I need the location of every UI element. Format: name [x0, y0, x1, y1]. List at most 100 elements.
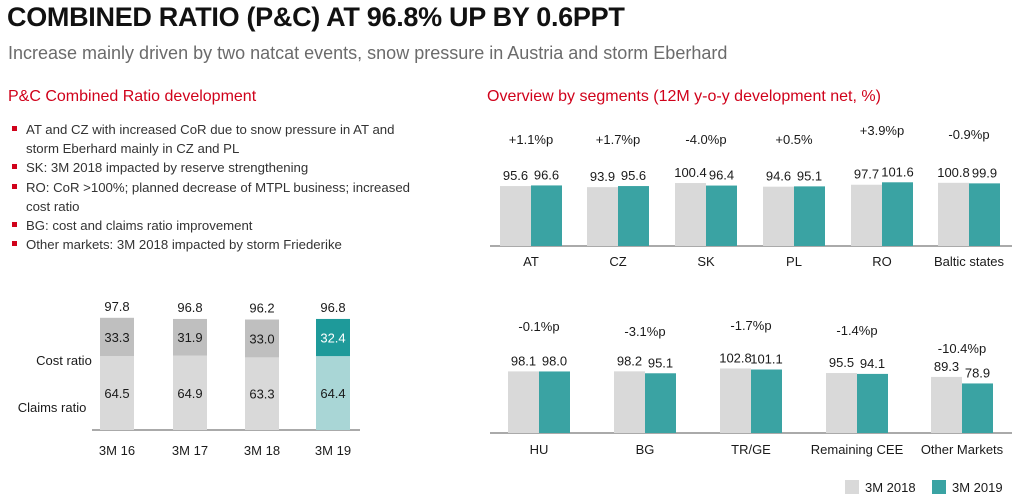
bottom-chart-change-label: -10.4%p: [938, 341, 986, 356]
bottom-chart-bar-3m2019: [751, 369, 782, 433]
page-subtitle: Increase mainly driven by two natcat eve…: [8, 43, 728, 63]
bottom-chart-bar-3m2018: [720, 368, 751, 433]
bottom-chart-bar-3m2019: [962, 383, 993, 433]
top-chart-bar-3m2018: [587, 187, 618, 246]
bottom-chart-change-label: -1.7%p: [730, 318, 771, 333]
bottom-chart-value-label: 94.1: [860, 356, 885, 371]
claims-ratio-label: 64.5: [104, 386, 129, 401]
top-chart-value-label: 97.7: [854, 167, 879, 182]
bottom-chart-category-label: Other Markets: [921, 442, 1004, 457]
bottom-chart-change-label: -0.1%p: [518, 319, 559, 334]
total-ratio-label: 96.8: [320, 300, 345, 315]
bottom-chart-bar-3m2018: [931, 376, 962, 433]
top-chart-value-label: 94.6: [766, 169, 791, 184]
cost-ratio-bar: [173, 318, 207, 356]
bottom-chart-category-label: TR/GE: [731, 442, 771, 457]
bottom-chart-category-label: HU: [530, 442, 549, 457]
claims-ratio-bar: [173, 355, 207, 430]
top-chart-change-label: +3.9%p: [860, 123, 904, 138]
top-chart-value-label: 95.6: [621, 168, 646, 183]
total-ratio-label: 97.8: [104, 299, 129, 314]
cost-ratio-label: 32.4: [320, 331, 345, 346]
bullet-square-icon: [12, 126, 17, 131]
top-chart-value-label: 101.6: [881, 164, 914, 179]
cost-ratio-label: 33.0: [249, 331, 274, 346]
legend-swatch-3m2018: [845, 480, 859, 494]
top-chart-bar-3m2019: [531, 185, 562, 246]
bottom-chart-change-label: -3.1%p: [624, 324, 665, 339]
bullet-square-icon: [12, 164, 17, 170]
top-chart-value-label: 100.8: [937, 165, 970, 180]
bottom-chart-value-label: 98.0: [542, 353, 567, 368]
top-chart-category-label: CZ: [609, 254, 626, 269]
cost-ratio-label: 33.3: [104, 330, 129, 345]
top-chart-value-label: 93.9: [590, 169, 615, 184]
bullet-item: Other markets: 3M 2018 impacted by storm…: [10, 235, 430, 254]
bullet-item: AT and CZ with increased CoR due to snow…: [10, 120, 430, 158]
cost-ratio-bar: [245, 319, 279, 358]
top-chart-change-label: +1.1%p: [509, 132, 553, 147]
bottom-chart-value-label: 98.2: [617, 353, 642, 368]
bullet-text: SK: 3M 2018 impacted by reserve strength…: [26, 160, 309, 176]
bullet-square-icon: [12, 183, 17, 189]
bottom-chart-value-label: 89.3: [934, 359, 959, 374]
top-chart-value-label: 95.1: [797, 168, 822, 183]
top-chart-category-label: SK: [697, 254, 715, 269]
bottom-chart-value-label: 101.1: [750, 352, 783, 367]
claims-ratio-bar: [100, 356, 134, 430]
top-chart-bar-3m2018: [500, 186, 531, 246]
top-chart-value-label: 95.6: [503, 168, 528, 183]
legend-cost-ratio: Cost ratio: [36, 353, 92, 368]
claims-ratio-bar: [245, 357, 279, 430]
top-chart-value-label: 99.9: [972, 165, 997, 180]
bottom-chart-bar-3m2019: [539, 371, 570, 433]
legend-claims-ratio: Claims ratio: [18, 400, 87, 415]
bullet-text: RO: CoR >100%; planned decrease of MTPL …: [26, 179, 410, 214]
bottom-chart-change-label: -1.4%p: [836, 323, 877, 338]
top-chart-category-label: Baltic states: [934, 254, 1005, 269]
top-chart-value-label: 100.4: [674, 165, 707, 180]
bottom-chart-bar-3m2019: [645, 373, 676, 433]
stacked-category-label: 3M 19: [315, 443, 351, 458]
top-chart-change-label: +1.7%p: [596, 132, 640, 147]
bottom-chart-value-label: 95.5: [829, 355, 854, 370]
total-ratio-label: 96.8: [177, 300, 202, 315]
left-section-title: P&C Combined Ratio development: [8, 88, 257, 105]
bottom-chart-bar-3m2018: [508, 371, 539, 433]
cost-ratio-bar: [100, 317, 134, 356]
claims-ratio-label: 63.3: [249, 387, 274, 402]
bullet-item: SK: 3M 2018 impacted by reserve strength…: [10, 158, 430, 177]
claims-ratio-bar: [316, 356, 350, 430]
bottom-chart-value-label: 102.8: [719, 350, 752, 365]
top-chart-bar-3m2019: [969, 183, 1000, 246]
bullet-text: Other markets: 3M 2018 impacted by storm…: [26, 237, 342, 253]
bottom-chart-bar-3m2019: [857, 373, 888, 433]
legend-label-3m2018: 3M 2018: [865, 480, 916, 495]
top-chart-bar-3m2018: [938, 182, 969, 246]
top-chart-bar-3m2019: [618, 186, 649, 246]
top-chart-bar-3m2018: [851, 184, 882, 246]
stacked-category-label: 3M 16: [99, 443, 135, 458]
top-chart-category-label: RO: [872, 254, 892, 269]
legend-swatch-3m2019: [932, 480, 946, 494]
top-chart-change-label: +0.5%: [775, 132, 813, 147]
bullet-square-icon: [12, 241, 17, 247]
total-ratio-label: 96.2: [249, 301, 274, 316]
claims-ratio-label: 64.9: [177, 386, 202, 401]
bottom-chart-bar-3m2018: [826, 373, 857, 433]
page-title: COMBINED RATIO (P&C) AT 96.8% UP BY 0.6P…: [7, 2, 625, 32]
bottom-chart-value-label: 95.1: [648, 355, 673, 370]
stacked-category-label: 3M 18: [244, 443, 280, 458]
cost-ratio-bar: [316, 318, 350, 357]
top-chart-bar-3m2018: [763, 186, 794, 246]
bottom-chart-category-label: BG: [636, 442, 655, 457]
top-chart-category-label: PL: [786, 254, 802, 269]
top-chart-change-label: -0.9%p: [948, 127, 989, 142]
stacked-category-label: 3M 17: [172, 443, 208, 458]
top-chart-category-label: AT: [523, 254, 539, 269]
top-chart-value-label: 96.6: [534, 167, 559, 182]
legend-label-3m2019: 3M 2019: [952, 480, 1003, 495]
top-chart-bar-3m2019: [882, 182, 913, 246]
bottom-chart-bar-3m2018: [614, 371, 645, 433]
